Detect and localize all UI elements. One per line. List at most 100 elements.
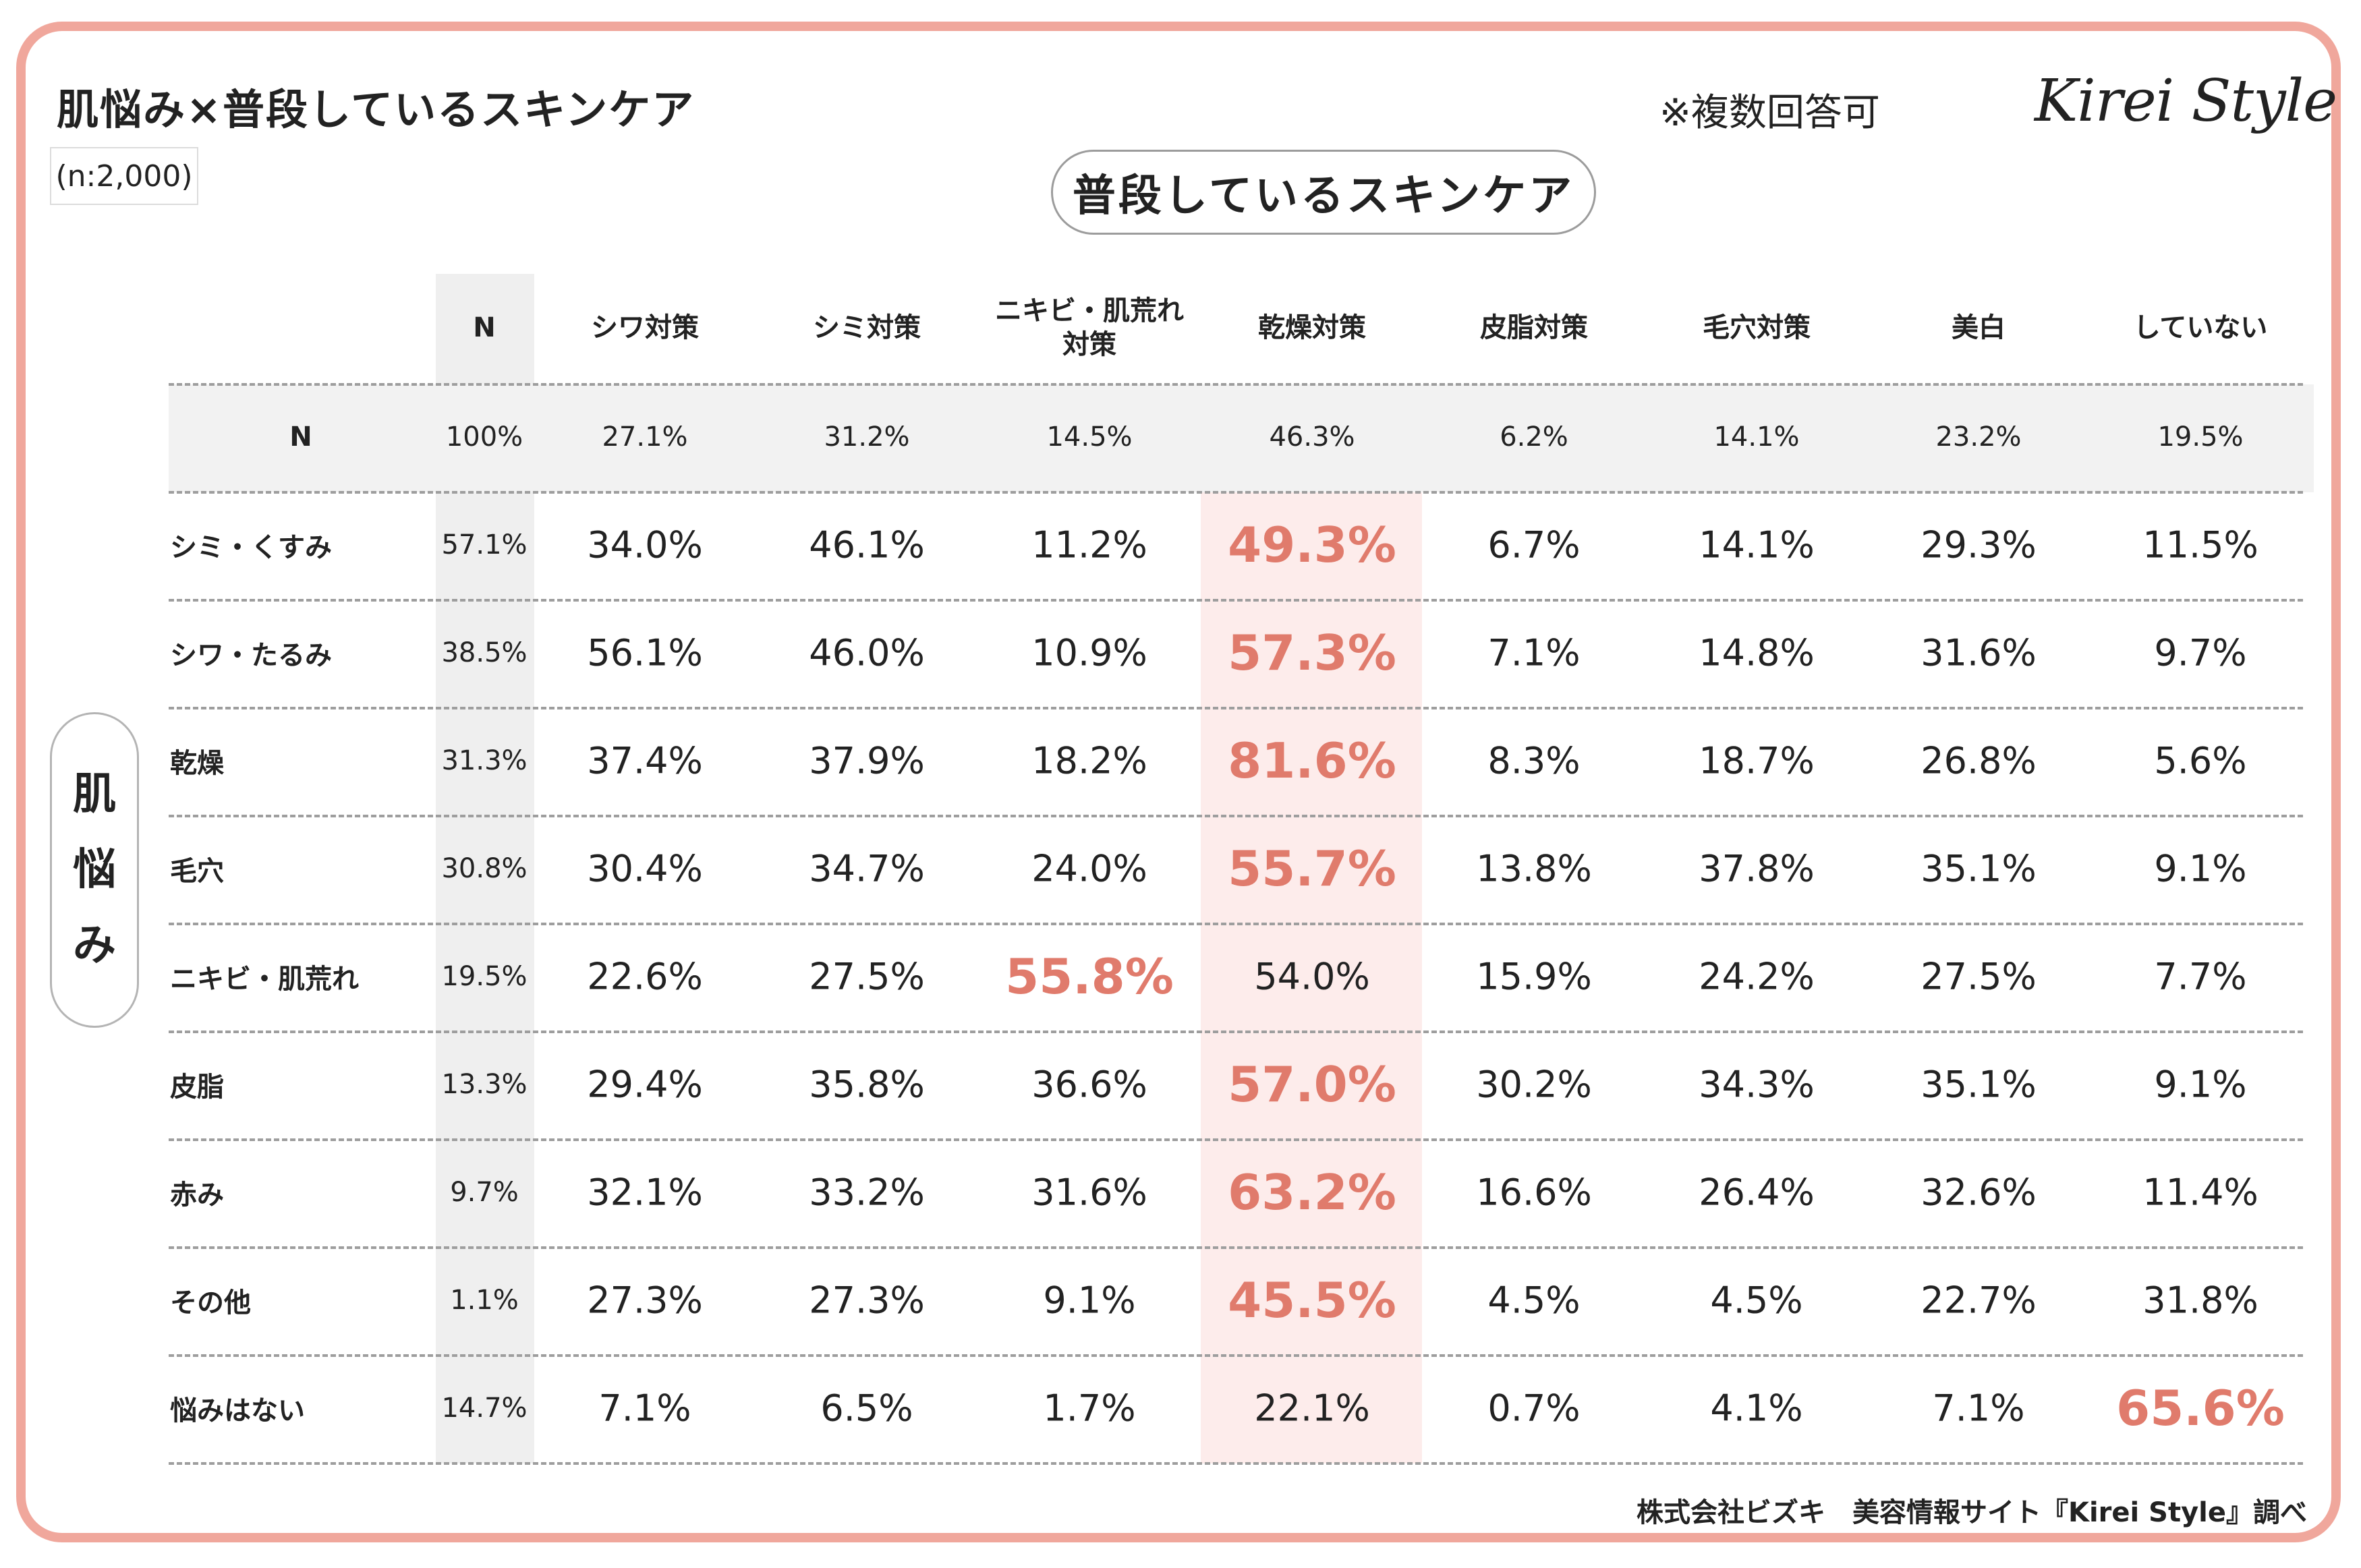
column-header: シミ対策 [813, 312, 921, 343]
sample-size-badge: (n:2,000) [50, 147, 198, 205]
table-cell: 7.1% [598, 1387, 691, 1430]
total-row-value: 19.5% [2157, 422, 2244, 453]
row-share-cell: 57.1% [441, 529, 528, 560]
row-label: シワ・たるみ [170, 640, 332, 671]
table-cell: 24.0% [1031, 847, 1147, 890]
row-divider [169, 1030, 2303, 1033]
row-share-cell: 30.8% [441, 853, 528, 884]
table-cell: 7.1% [1932, 1387, 2025, 1430]
table-cell: 4.5% [1710, 1279, 1803, 1322]
table-cell: 34.7% [809, 847, 925, 890]
column-header: ニキビ・肌荒れ 対策 [995, 295, 1184, 360]
table-cell: 9.1% [2154, 1063, 2247, 1106]
row-label: 皮脂 [170, 1072, 224, 1103]
row-label: 乾燥 [170, 748, 224, 779]
highlighted-cell: 81.6% [1228, 732, 1396, 789]
table-cell: 30.2% [1476, 1063, 1592, 1106]
table-cell: 1.7% [1043, 1387, 1136, 1430]
column-header: 皮脂対策 [1480, 312, 1588, 343]
row-share-cell: 14.7% [441, 1393, 528, 1424]
row-divider [169, 815, 2303, 817]
column-header: していない [2133, 312, 2268, 343]
table-cell: 35.8% [809, 1063, 925, 1106]
row-label: シミ・くすみ [170, 532, 332, 563]
row-divider [169, 1246, 2303, 1249]
row-label: 毛穴 [170, 856, 224, 887]
column-header: 毛穴対策 [1703, 312, 1811, 343]
dryness-column-highlight [1201, 492, 1422, 1463]
table-cell: 26.4% [1699, 1171, 1815, 1214]
table-cell: 37.8% [1699, 847, 1815, 890]
table-cell: 4.5% [1487, 1279, 1581, 1322]
table-cell: 27.5% [809, 955, 925, 998]
total-row-background [169, 384, 2314, 492]
table-cell: 35.1% [1921, 847, 2037, 890]
table-cell: 46.1% [809, 523, 925, 567]
row-divider [169, 707, 2303, 709]
row-divider [169, 1462, 2303, 1465]
row-share-cell: 31.3% [441, 745, 528, 776]
row-label: ニキビ・肌荒れ [170, 964, 359, 995]
column-header: N [473, 312, 496, 343]
page-title: 肌悩み×普段しているスキンケア [57, 85, 695, 134]
table-cell: 24.2% [1699, 955, 1815, 998]
row-divider [169, 491, 2303, 494]
highlighted-cell: 57.0% [1228, 1056, 1396, 1113]
table-cell: 27.3% [809, 1279, 925, 1322]
table-cell: 46.0% [809, 631, 925, 674]
table-cell: 27.3% [587, 1279, 703, 1322]
table-cell: 33.2% [809, 1171, 925, 1214]
table-cell: 14.8% [1699, 631, 1815, 674]
highlighted-cell: 65.6% [2116, 1380, 2285, 1436]
table-cell: 15.9% [1476, 955, 1592, 998]
table-cell: 7.1% [1487, 631, 1581, 674]
row-group-char: 悩 [73, 845, 116, 895]
row-group-label: 肌 悩 み [50, 712, 139, 1028]
table-cell: 35.1% [1921, 1063, 2037, 1106]
table-cell: 9.7% [2154, 631, 2247, 674]
row-divider [169, 383, 2303, 386]
row-divider [169, 1354, 2303, 1357]
total-row-value: 27.1% [602, 422, 688, 453]
table-cell: 30.4% [587, 847, 703, 890]
table-cell: 29.3% [1921, 523, 2037, 567]
multiple-answer-note: ※複数回答可 [1659, 91, 1880, 135]
row-divider [169, 1138, 2303, 1141]
table-cell: 13.8% [1476, 847, 1592, 890]
highlighted-cell: 63.2% [1228, 1164, 1396, 1221]
table-cell: 54.0% [1254, 955, 1370, 998]
table-cell: 5.6% [2154, 739, 2247, 782]
table-cell: 22.7% [1921, 1279, 2037, 1322]
row-label: 赤み [170, 1180, 224, 1211]
table-cell: 34.3% [1699, 1063, 1815, 1106]
table-cell: 18.2% [1031, 739, 1147, 782]
total-row-label: N [289, 422, 312, 453]
table-cell: 29.4% [587, 1063, 703, 1106]
table-cell: 37.4% [587, 739, 703, 782]
table-cell: 10.9% [1031, 631, 1147, 674]
table-cell: 22.6% [587, 955, 703, 998]
card-frame [16, 22, 2341, 1542]
table-cell: 32.6% [1921, 1171, 2037, 1214]
total-row-value: 6.2% [1500, 422, 1568, 453]
table-cell: 22.1% [1254, 1387, 1370, 1430]
table-cell: 7.7% [2154, 955, 2247, 998]
total-row-value: 14.5% [1046, 422, 1133, 453]
total-row-value: 100% [445, 422, 523, 453]
table-cell: 14.1% [1699, 523, 1815, 567]
row-share-cell: 9.7% [450, 1177, 519, 1208]
table-cell: 11.4% [2142, 1171, 2258, 1214]
table-cell: 0.7% [1487, 1387, 1581, 1430]
row-label: 悩みはない [170, 1395, 305, 1426]
table-cell: 31.6% [1031, 1171, 1147, 1214]
row-share-cell: 1.1% [450, 1285, 519, 1316]
total-row-value: 14.1% [1713, 422, 1800, 453]
table-cell: 27.5% [1921, 955, 2037, 998]
highlighted-cell: 49.3% [1228, 517, 1396, 573]
source-credit: 株式会社ビズキ 美容情報サイト『Kirei Style』調べ [1636, 1497, 2307, 1528]
column-header: 美白 [1952, 312, 2006, 343]
table-cell: 9.1% [2154, 847, 2247, 890]
row-group-char: み [73, 921, 116, 970]
table-cell: 8.3% [1487, 739, 1581, 782]
total-row-value: 46.3% [1269, 422, 1355, 453]
